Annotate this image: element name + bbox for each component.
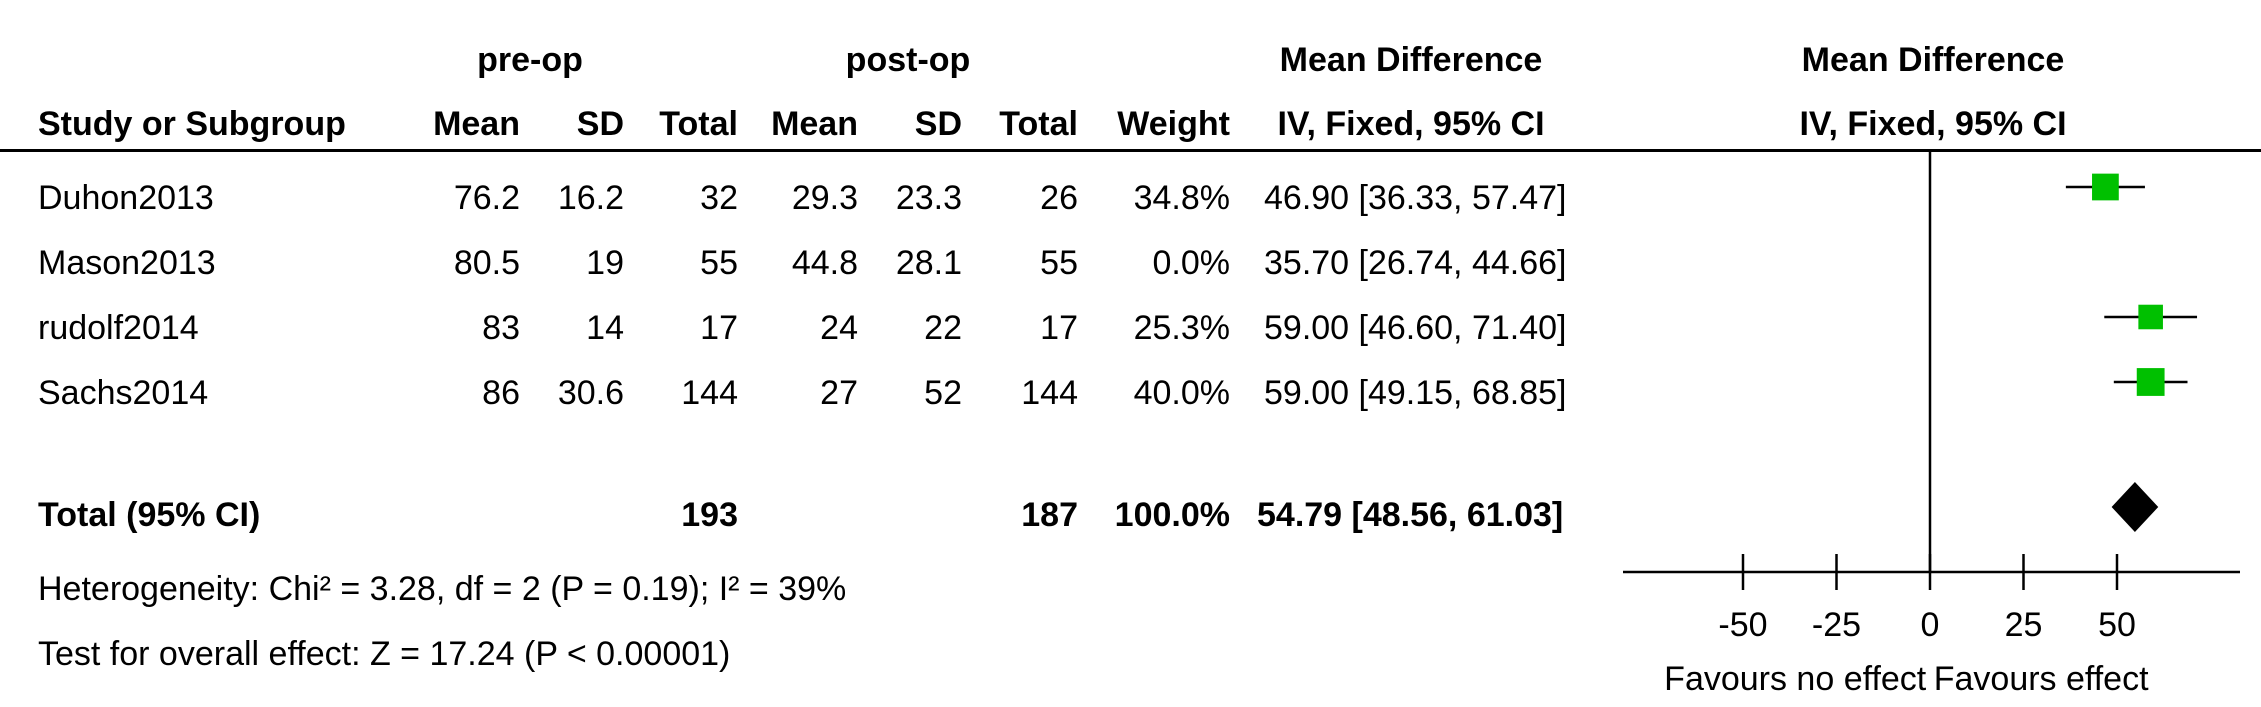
mean-pre: 80.5 xyxy=(453,244,520,282)
total-post: 144 xyxy=(1021,374,1078,412)
mean-difference-ci: 59.00 [46.60, 71.40] xyxy=(1264,309,1567,347)
mean-post: 24 xyxy=(820,309,858,347)
group-header-post-op: post-op xyxy=(845,41,971,79)
x-tick-label: 50 xyxy=(2098,606,2136,644)
col-header-total-pre: Total xyxy=(659,105,738,143)
sd-post: 22 xyxy=(924,309,962,347)
x-tick-label: 25 xyxy=(2005,606,2043,644)
study-name: Mason2013 xyxy=(38,244,216,282)
sd-pre: 16.2 xyxy=(557,179,624,217)
sd-post: 52 xyxy=(924,374,962,412)
study-name: rudolf2014 xyxy=(38,309,199,347)
md-column-title: Mean Difference xyxy=(1279,41,1543,79)
mean-post: 27 xyxy=(820,374,858,412)
plot-title: Mean Difference xyxy=(1801,41,2065,79)
total-pre: 193 xyxy=(681,496,738,534)
weight: 40.0% xyxy=(1133,374,1230,412)
favours-left-label: Favours no effect xyxy=(1664,660,1927,698)
sd-post: 28.1 xyxy=(895,244,962,282)
group-header-pre-op: pre-op xyxy=(477,41,583,79)
mean-difference-ci: 35.70 [26.74, 44.66] xyxy=(1264,244,1567,282)
sd-pre: 30.6 xyxy=(557,374,624,412)
study-marker xyxy=(2136,368,2165,396)
mean-post: 44.8 xyxy=(791,244,858,282)
pooled-diamond xyxy=(2111,482,2159,532)
total-pre: 144 xyxy=(681,374,738,412)
total-post: 26 xyxy=(1040,179,1078,217)
x-tick-label: 0 xyxy=(1921,606,1940,644)
col-header-sd-pre: SD xyxy=(576,105,624,143)
total-post: 17 xyxy=(1040,309,1078,347)
total-pre: 55 xyxy=(700,244,738,282)
header-rule xyxy=(0,149,2261,152)
sd-pre: 14 xyxy=(586,309,624,347)
weight: 34.8% xyxy=(1133,179,1230,217)
total-post: 55 xyxy=(1040,244,1078,282)
total-label: Total (95% CI) xyxy=(38,496,261,534)
overall-effect-text: Test for overall effect: Z = 17.24 (P < … xyxy=(38,635,731,673)
mean-pre: 76.2 xyxy=(453,179,520,217)
col-header-study: Study or Subgroup xyxy=(38,105,346,143)
mean-difference-ci: 46.90 [36.33, 57.47] xyxy=(1264,179,1567,217)
favours-right-label: Favours effect xyxy=(1934,660,2149,698)
mean-difference-ci: 59.00 [49.15, 68.85] xyxy=(1264,374,1567,412)
sd-post: 23.3 xyxy=(895,179,962,217)
study-name: Duhon2013 xyxy=(38,179,214,217)
plot-subtitle: IV, Fixed, 95% CI xyxy=(1799,105,2067,143)
total-weight: 100.0% xyxy=(1114,496,1230,534)
study-name: Sachs2014 xyxy=(38,374,209,412)
sd-pre: 19 xyxy=(586,244,624,282)
mean-pre: 83 xyxy=(482,309,520,347)
total-post: 187 xyxy=(1021,496,1078,534)
total-pre: 32 xyxy=(700,179,738,217)
total-pre: 17 xyxy=(700,309,738,347)
x-tick-label: -25 xyxy=(1812,606,1861,644)
col-header-mean-post: Mean xyxy=(771,105,858,143)
study-marker xyxy=(2138,304,2163,330)
heterogeneity-text: Heterogeneity: Chi² = 3.28, df = 2 (P = … xyxy=(38,570,847,608)
col-header-mean-pre: Mean xyxy=(433,105,520,143)
weight: 25.3% xyxy=(1133,309,1230,347)
study-marker xyxy=(2092,173,2119,201)
weight: 0.0% xyxy=(1152,244,1231,282)
md-column-subtitle: IV, Fixed, 95% CI xyxy=(1277,105,1545,143)
col-header-sd-post: SD xyxy=(914,105,962,143)
col-header-weight: Weight xyxy=(1117,105,1230,143)
col-header-total-post: Total xyxy=(999,105,1078,143)
total-mean-difference-ci: 54.79 [48.56, 61.03] xyxy=(1257,496,1564,534)
x-tick-label: -50 xyxy=(1718,606,1767,644)
mean-pre: 86 xyxy=(482,374,520,412)
mean-post: 29.3 xyxy=(791,179,858,217)
